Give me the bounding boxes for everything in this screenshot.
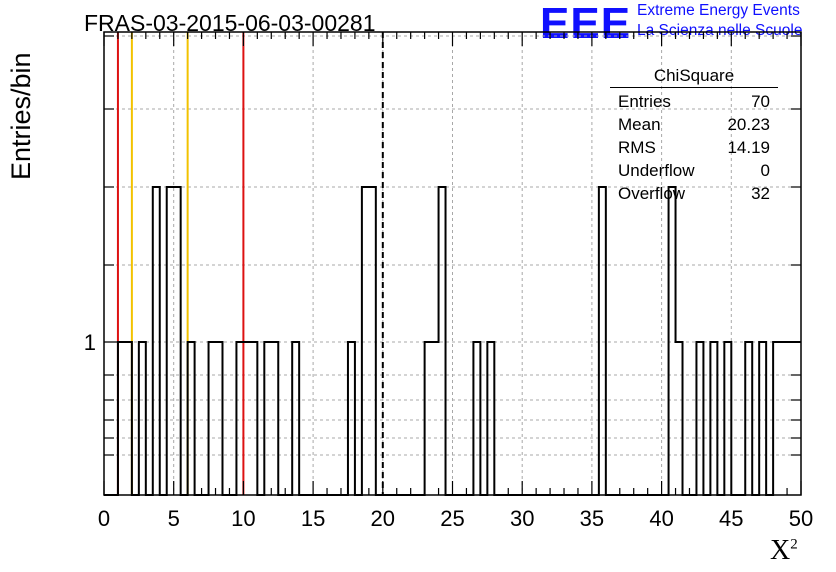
x-tick-label: 15 (301, 506, 325, 531)
y-tick-label: 1 (84, 330, 96, 355)
stat-value: 0 (760, 161, 770, 180)
x-axis-label: X2 (770, 535, 798, 567)
stat-row-rms: RMS 14.19 (610, 136, 778, 159)
stat-label: Overflow (618, 184, 686, 203)
stat-value: 14.19 (727, 138, 770, 157)
stat-label: Mean (618, 115, 661, 134)
stats-title: ChiSquare (610, 66, 778, 88)
eee-logo: EEE (540, 0, 632, 48)
stat-value: 20.23 (727, 115, 770, 134)
stat-value: 70 (751, 92, 770, 111)
x-tick-label: 50 (789, 506, 813, 531)
stat-row-underflow: Underflow 0 (610, 159, 778, 182)
x-tick-label: 20 (371, 506, 395, 531)
axis-tick-labels: 0 5 10 15 20 25 30 35 40 45 50 1 (84, 330, 813, 531)
x-tick-label: 25 (440, 506, 464, 531)
x-tick-label: 45 (719, 506, 743, 531)
x-axis-label-text: X (770, 535, 791, 566)
stat-label: RMS (618, 138, 656, 157)
marker-lines (116, 32, 384, 495)
stat-row-overflow: Overflow 32 (610, 182, 778, 205)
x-tick-label: 10 (231, 506, 255, 531)
x-tick-label: 5 (168, 506, 180, 531)
stat-value: 32 (751, 184, 770, 203)
axis-ticks (103, 32, 802, 495)
stats-box: ChiSquare Entries 70 Mean 20.23 RMS 14.1… (610, 66, 778, 205)
stat-row-entries: Entries 70 (610, 90, 778, 113)
stat-label: Underflow (618, 161, 695, 180)
stat-row-mean: Mean 20.23 (610, 113, 778, 136)
x-tick-label: 35 (580, 506, 604, 531)
x-tick-label: 30 (510, 506, 534, 531)
logo-tagline-2: La Scienza nelle Scuole (637, 22, 803, 39)
x-tick-label: 0 (98, 506, 110, 531)
logo-tagline-1: Extreme Energy Events (637, 2, 800, 19)
x-tick-label: 40 (649, 506, 673, 531)
x-axis-label-superscript: 2 (790, 536, 798, 553)
stat-label: Entries (618, 92, 671, 111)
